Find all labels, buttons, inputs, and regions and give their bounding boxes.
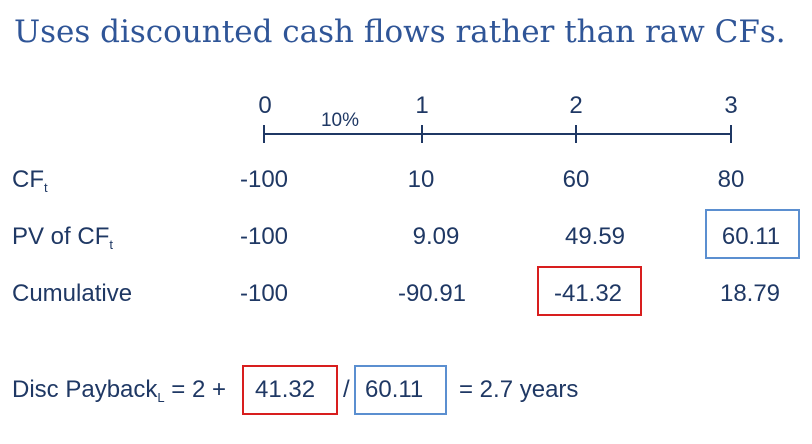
timeline-axis [264,133,732,135]
timeline-tick-0 [263,125,265,143]
pv-value-0: -100 [239,223,289,250]
cf-value-1: 10 [407,166,435,193]
slide-title: Uses discounted cash flows rather than r… [14,14,786,50]
row-label-cumulative: Cumulative [12,280,133,307]
period-label-3: 3 [724,92,738,119]
pv-value-1: 9.09 [412,223,460,250]
cf-value-2: 60 [562,166,590,193]
cumulative-highlight-box [537,266,642,316]
timeline-tick-2 [575,125,577,143]
cumulative-value-2: -41.32 [553,280,623,307]
pv-value-3: 60.11 [721,223,781,250]
period-label-0: 0 [258,92,272,119]
formula-prefix: Disc PaybackL = 2 + [12,376,227,405]
formula-denominator-box [354,365,447,415]
cumulative-value-3: 18.79 [719,280,781,307]
row-label-cf: CFt [12,166,48,195]
formula-numerator-box [242,365,338,415]
row-label-pv: PV of CFt [12,223,113,252]
cf-value-0: -100 [239,166,289,193]
formula-slash: / [343,376,350,403]
cf-value-3: 80 [717,166,745,193]
timeline-tick-3 [730,125,732,143]
period-label-1: 1 [415,92,429,119]
cumulative-value-1: -90.91 [397,280,467,307]
pv-value-2: 49.59 [564,223,626,250]
pv-highlight-box [705,209,800,259]
formula-numerator: 41.32 [255,376,316,403]
period-label-2: 2 [569,92,583,119]
timeline-tick-1 [421,125,423,143]
cumulative-value-0: -100 [239,280,289,307]
discount-rate-label: 10% [320,110,360,131]
formula-result: = 2.7 years [459,376,579,403]
formula-denominator: 60.11 [365,376,424,403]
